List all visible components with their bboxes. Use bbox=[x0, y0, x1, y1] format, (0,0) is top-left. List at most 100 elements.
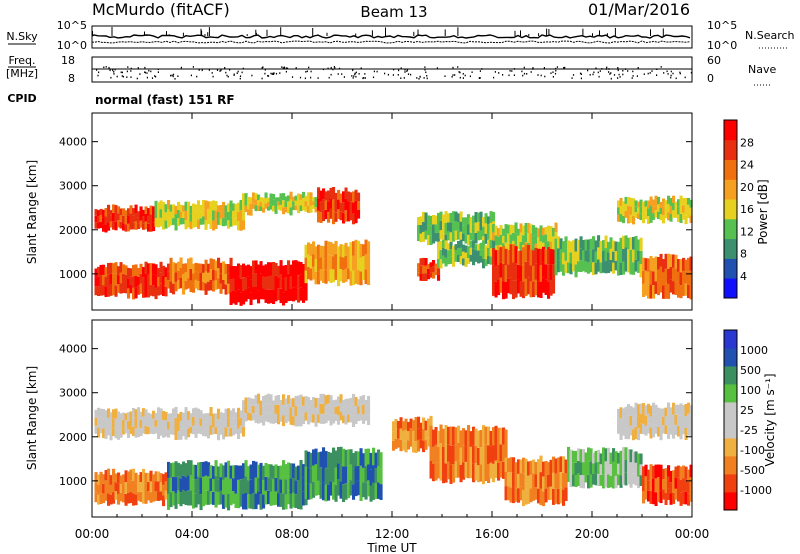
heatmap-cell bbox=[669, 198, 673, 206]
nave-dot bbox=[332, 68, 334, 71]
heatmap-cell bbox=[599, 251, 603, 263]
heatmap-cell bbox=[504, 242, 508, 252]
colorbar-tick-label: 8 bbox=[740, 248, 747, 261]
heatmap-cell bbox=[562, 241, 566, 253]
heatmap-cell bbox=[434, 271, 438, 276]
heatmap-cell bbox=[239, 210, 243, 221]
heatmap-cell bbox=[399, 439, 403, 452]
heatmap-cell bbox=[212, 220, 216, 231]
heatmap-cell bbox=[647, 271, 651, 286]
heatmap-cell bbox=[164, 204, 168, 213]
heatmap-cell bbox=[187, 218, 191, 228]
heatmap-cell bbox=[297, 193, 301, 201]
heatmap-cell bbox=[664, 425, 668, 434]
heatmap-cell bbox=[334, 192, 338, 203]
colorbar-swatch bbox=[724, 330, 737, 349]
heatmap-cell bbox=[517, 228, 521, 236]
heatmap-cell bbox=[347, 257, 351, 269]
heatmap-cell bbox=[149, 274, 153, 285]
heatmap-cell bbox=[209, 416, 213, 426]
heatmap-cell bbox=[477, 221, 481, 232]
heatmap-cell bbox=[207, 476, 211, 491]
heatmap-cell bbox=[642, 423, 646, 435]
heatmap-cell bbox=[357, 413, 361, 421]
heatmap-cell bbox=[314, 246, 318, 259]
heatmap-cell bbox=[317, 257, 321, 272]
heatmap-cell bbox=[427, 263, 431, 269]
heatmap-cell bbox=[244, 413, 248, 422]
heatmap-cell bbox=[552, 278, 556, 294]
heatmap-cell bbox=[232, 417, 236, 427]
heatmap-cell bbox=[162, 211, 166, 221]
nave-dot bbox=[462, 77, 464, 79]
heatmap-cell bbox=[352, 416, 356, 427]
nave-dot bbox=[227, 75, 229, 78]
heatmap-cell bbox=[194, 212, 198, 220]
heatmap-cell bbox=[222, 494, 226, 509]
heatmap-cell bbox=[612, 240, 616, 252]
nave-dot bbox=[154, 75, 156, 77]
heatmap-cell bbox=[234, 218, 238, 226]
heatmap-cell bbox=[237, 494, 241, 509]
heatmap-cell bbox=[517, 459, 521, 474]
heatmap-cell bbox=[569, 474, 573, 488]
heatmap-cell bbox=[539, 248, 543, 266]
heatmap-cell bbox=[672, 414, 676, 427]
heatmap-cell bbox=[124, 413, 128, 420]
heatmap-cell bbox=[529, 224, 533, 234]
heatmap-cell bbox=[339, 193, 343, 203]
x-tick-label: 08:00 bbox=[275, 527, 310, 541]
heatmap-cell bbox=[432, 224, 436, 234]
heatmap-cell bbox=[207, 263, 211, 273]
heatmap-cell bbox=[399, 428, 403, 440]
heatmap-cell bbox=[182, 211, 186, 218]
heatmap-cell bbox=[324, 209, 328, 220]
heatmap-cell bbox=[639, 250, 643, 265]
heatmap-cell bbox=[452, 245, 456, 253]
heatmap-cell bbox=[199, 418, 203, 427]
heatmap-cell bbox=[242, 478, 246, 494]
colorbar-tick-label: -100 bbox=[740, 444, 765, 457]
heatmap-cell bbox=[222, 465, 226, 480]
heatmap-cell bbox=[132, 215, 136, 223]
heatmap-cell bbox=[159, 209, 163, 218]
heatmap-cell bbox=[107, 263, 111, 275]
heatmap-cell bbox=[147, 472, 151, 483]
heatmap-cell bbox=[604, 474, 608, 488]
heatmap-cell bbox=[507, 250, 511, 265]
heatmap-cell bbox=[682, 205, 686, 213]
heatmap-cell bbox=[127, 471, 131, 483]
heatmap-cell bbox=[252, 260, 256, 274]
heatmap-cell bbox=[227, 477, 231, 494]
heatmap-cell bbox=[564, 487, 568, 501]
heatmap-cell bbox=[539, 488, 543, 506]
heatmap-cell bbox=[127, 288, 131, 299]
heatmap-cell bbox=[659, 490, 663, 504]
heatmap-cell bbox=[262, 276, 266, 289]
heatmap-cell bbox=[239, 425, 243, 434]
heatmap-cell bbox=[329, 395, 333, 406]
heatmap-cell bbox=[579, 248, 583, 261]
heatmap-cell bbox=[177, 431, 181, 440]
heatmap-cell bbox=[437, 212, 441, 223]
heatmap-cell bbox=[599, 453, 603, 465]
heatmap-cell bbox=[522, 264, 526, 282]
nave-dot bbox=[672, 72, 674, 75]
heatmap-cell bbox=[249, 398, 253, 406]
heatmap-cell bbox=[272, 492, 276, 506]
heatmap-cell bbox=[679, 285, 683, 299]
heatmap-cell bbox=[164, 212, 168, 221]
heatmap-cell bbox=[182, 475, 186, 490]
heatmap-cell bbox=[559, 238, 563, 250]
heatmap-cell bbox=[557, 457, 561, 474]
heatmap-cell bbox=[452, 445, 456, 464]
heatmap-cell bbox=[439, 240, 443, 250]
heatmap-cell bbox=[324, 200, 328, 210]
heatmap-cell bbox=[689, 215, 693, 223]
heatmap-cell bbox=[279, 274, 283, 289]
heatmap-cell bbox=[469, 462, 473, 479]
nave-dot bbox=[358, 73, 360, 75]
heatmap-cell bbox=[322, 413, 326, 424]
heatmap-cell bbox=[309, 468, 313, 484]
heatmap-cell bbox=[147, 208, 151, 216]
